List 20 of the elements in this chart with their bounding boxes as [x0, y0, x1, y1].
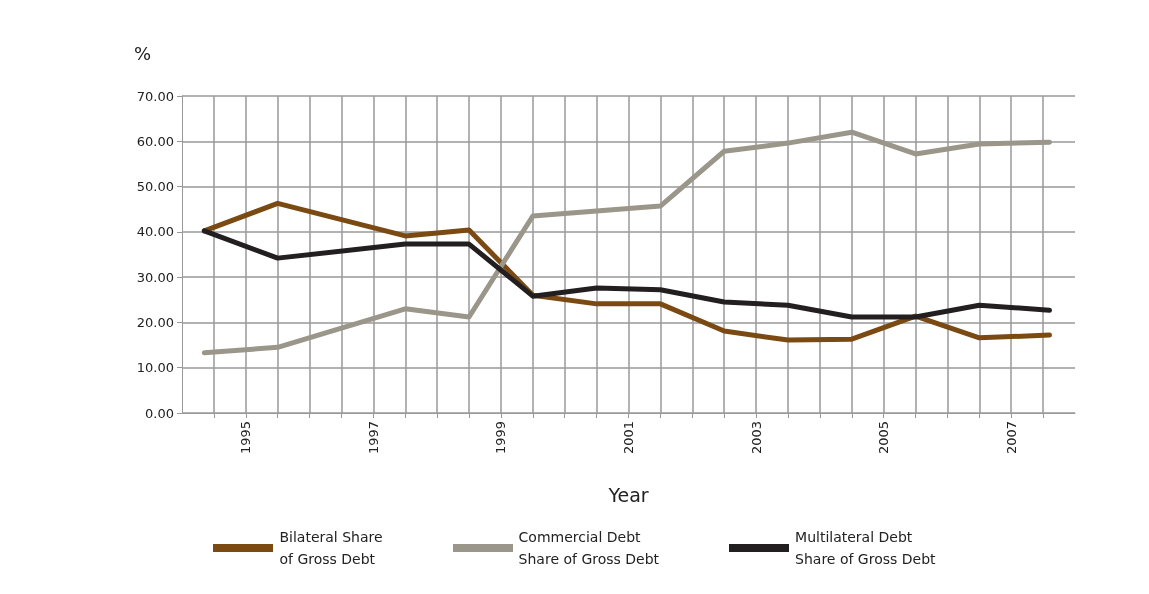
y-tick-label: 60.00 [136, 133, 174, 149]
y-tick-label: 40.00 [136, 224, 174, 240]
x-tick-label: 1999 [493, 421, 509, 455]
x-tick-label: 2007 [1003, 421, 1019, 455]
y-tick-label: 0.00 [145, 405, 174, 421]
x-axis-title: Year [607, 483, 649, 506]
y-axis-title: % [134, 42, 152, 64]
x-tick-label: 1997 [365, 421, 381, 455]
x-tick-label: 1995 [238, 421, 254, 455]
y-tick-label: 10.00 [136, 360, 174, 376]
legend-label: Bilateral Share of Gross Debt [279, 528, 383, 569]
y-tick-label: 50.00 [136, 179, 174, 195]
y-tick-label: 30.00 [136, 269, 174, 285]
x-tick-label: 2005 [876, 421, 892, 455]
legend-label: Commercial Debt Share of Gross Debt [518, 528, 660, 569]
legend-label: Multilateral Debt Share of Gross Debt [795, 528, 936, 569]
y-tick-label: 20.00 [136, 314, 174, 330]
x-tick-label: 2003 [748, 421, 764, 455]
y-tick-label: 70.00 [136, 88, 174, 104]
x-tick-label: 2001 [621, 421, 636, 455]
